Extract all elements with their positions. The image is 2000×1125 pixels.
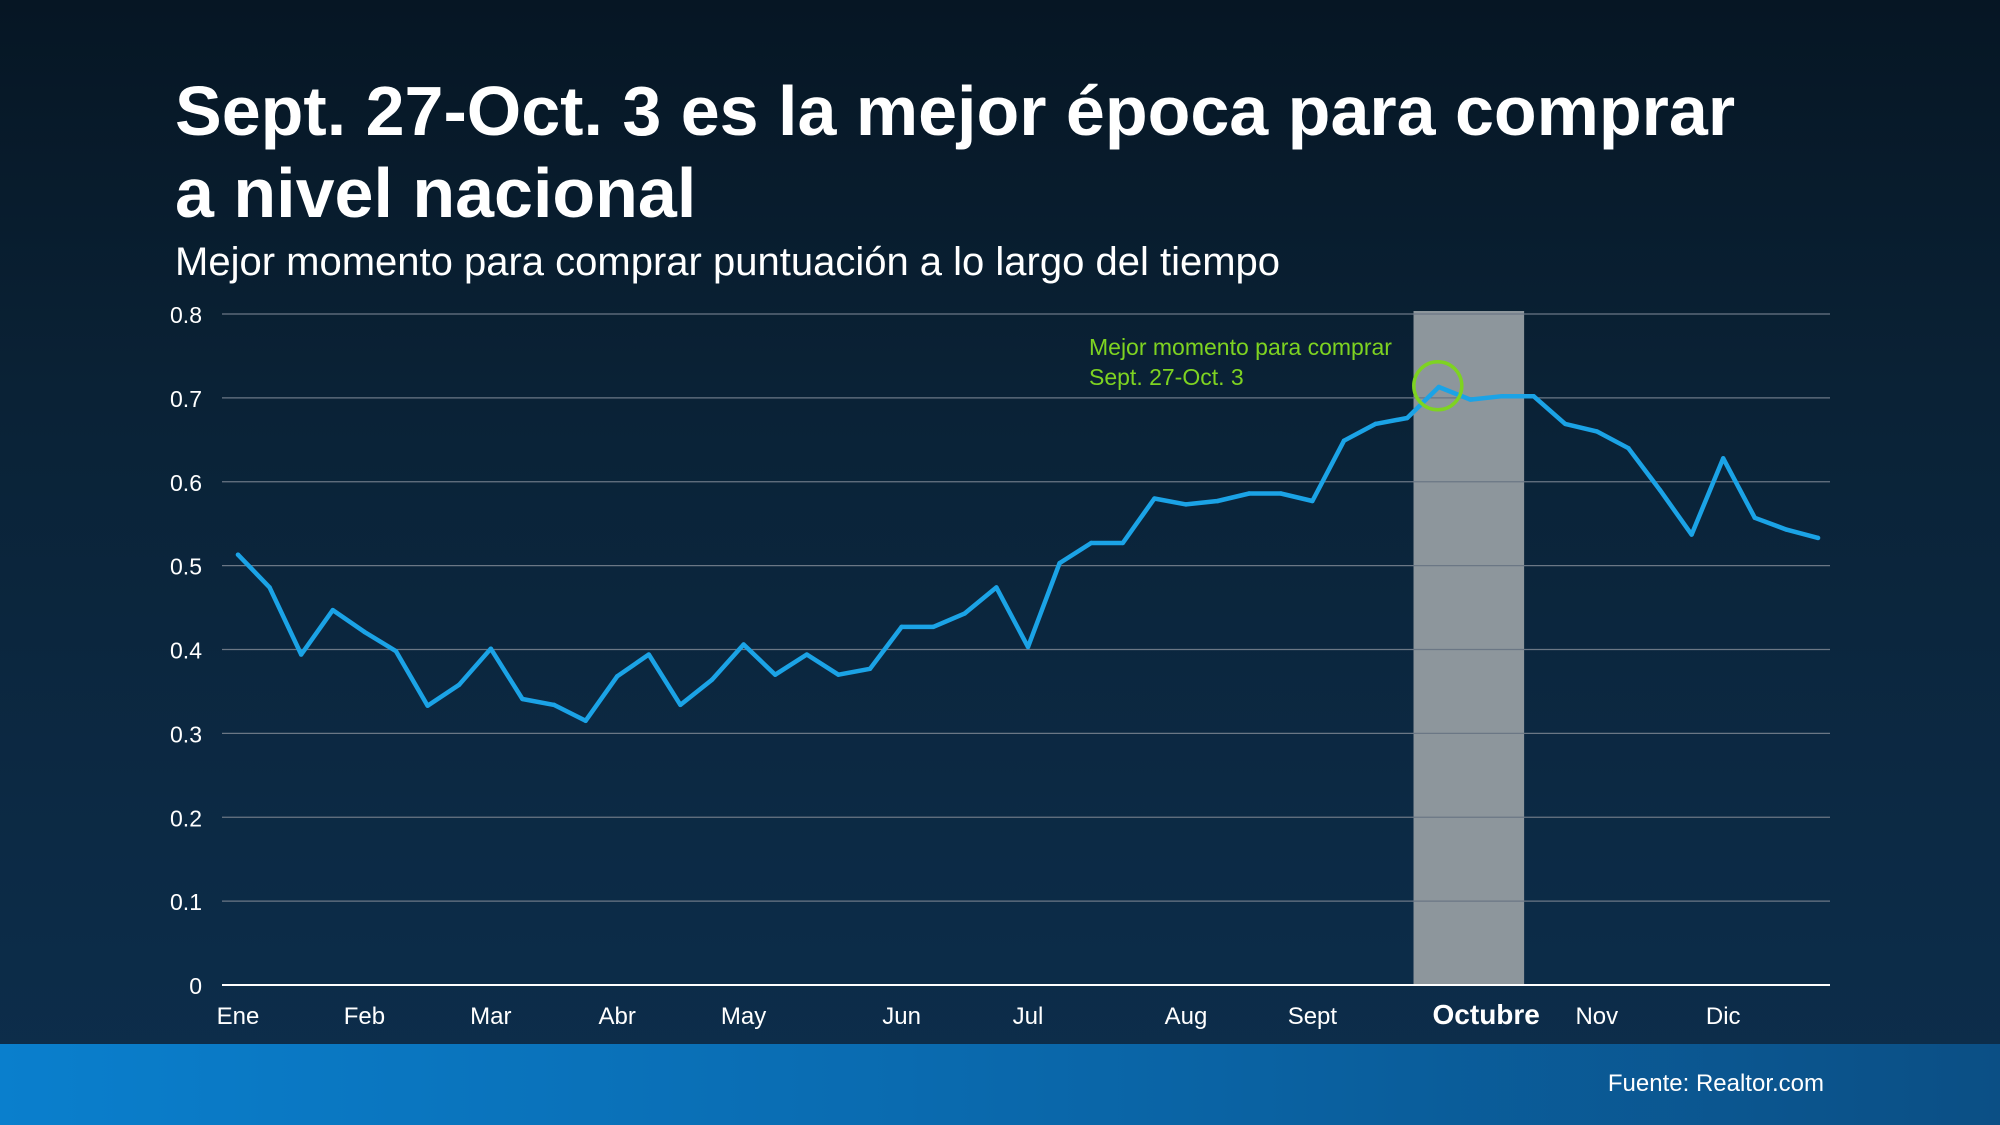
x-tick-label: Ene	[217, 1003, 260, 1030]
x-tick-label: Jun	[882, 1003, 921, 1030]
data-point	[1278, 491, 1284, 496]
annotation-label: Mejor momento para comprar	[1089, 334, 1392, 360]
x-tick-label: Sept	[1288, 1003, 1338, 1030]
data-point	[1626, 446, 1631, 451]
data-point	[488, 646, 493, 651]
data-point	[1025, 644, 1031, 650]
data-point	[931, 624, 936, 630]
annotation-circle	[1412, 360, 1464, 412]
data-point	[457, 682, 462, 687]
data-point	[1183, 502, 1189, 507]
x-tick-label: Feb	[344, 1003, 385, 1030]
y-tick-label: 0.6	[170, 470, 202, 496]
data-point	[899, 624, 904, 630]
data-point	[1689, 532, 1694, 537]
x-tick-label: Mar	[470, 1003, 511, 1030]
data-point	[1563, 421, 1568, 427]
data-point	[615, 674, 620, 679]
y-tick-label: 0.4	[170, 638, 202, 664]
data-point	[1752, 515, 1758, 521]
data-point	[1594, 429, 1600, 434]
data-point	[709, 677, 715, 682]
data-point	[520, 696, 525, 702]
data-point	[804, 652, 809, 657]
data-point	[1120, 540, 1126, 546]
data-point	[1310, 498, 1315, 504]
y-tick-label: 0.3	[170, 721, 202, 747]
data-point	[1468, 397, 1473, 402]
data-point	[583, 718, 588, 723]
x-tick-label: Dic	[1706, 1003, 1741, 1030]
data-point	[867, 666, 873, 671]
title-line-2: a nivel nacional	[175, 154, 697, 232]
data-point	[1721, 456, 1726, 461]
data-point	[994, 585, 999, 590]
data-point	[1089, 540, 1094, 546]
x-tick-label: May	[721, 1003, 766, 1030]
data-point	[1815, 535, 1821, 541]
y-tick-label: 0.7	[170, 386, 202, 412]
y-tick-label: 0.5	[170, 554, 202, 580]
data-point	[235, 552, 241, 557]
slide-subtitle: Mejor momento para comprar puntuación a …	[175, 240, 1281, 284]
data-point	[1152, 496, 1157, 501]
data-point	[646, 652, 651, 657]
data-point	[1405, 415, 1410, 421]
data-point	[1373, 421, 1378, 427]
october-highlight-band	[1413, 311, 1525, 985]
data-point	[1531, 393, 1536, 399]
data-point	[267, 585, 272, 590]
data-point	[962, 611, 967, 616]
data-point	[1057, 560, 1062, 566]
data-point	[773, 672, 778, 677]
source-credit: Fuente: Realtor.com	[1607, 1070, 1824, 1097]
y-tick-label: 0.1	[170, 889, 202, 915]
series-line	[235, 384, 1821, 724]
data-point	[393, 648, 399, 654]
data-point	[1215, 498, 1220, 504]
data-point	[741, 642, 746, 647]
data-point	[1247, 491, 1252, 496]
data-point	[1784, 527, 1789, 532]
data-point	[551, 702, 557, 708]
data-point	[678, 702, 683, 708]
y-tick-label: 0.8	[170, 302, 202, 328]
x-tick-label: Octubre	[1433, 999, 1540, 1030]
data-point	[362, 629, 367, 635]
x-tick-label: Jul	[1013, 1003, 1044, 1030]
y-tick-label: 0.2	[170, 805, 202, 831]
data-point	[1341, 438, 1347, 443]
data-point	[836, 672, 841, 677]
footer-bar: Fuente: Realtor.com	[0, 1044, 2000, 1125]
x-tick-label: Aug	[1165, 1003, 1208, 1030]
data-point	[425, 703, 430, 708]
x-tick-label: Nov	[1575, 1003, 1618, 1030]
y-tick-label: 0	[189, 973, 202, 999]
data-point	[1499, 393, 1505, 399]
annotation-label: Sept. 27-Oct. 3	[1089, 364, 1244, 390]
data-point	[330, 607, 335, 613]
data-point	[299, 652, 304, 657]
slide-title: Sept. 27-Oct. 3 es la mejor época para c…	[175, 70, 1825, 234]
title-line-1: Sept. 27-Oct. 3 es la mejor época para c…	[175, 72, 1736, 150]
data-point	[1657, 487, 1663, 493]
data-point	[1436, 384, 1442, 390]
x-tick-label: Abr	[599, 1003, 636, 1030]
